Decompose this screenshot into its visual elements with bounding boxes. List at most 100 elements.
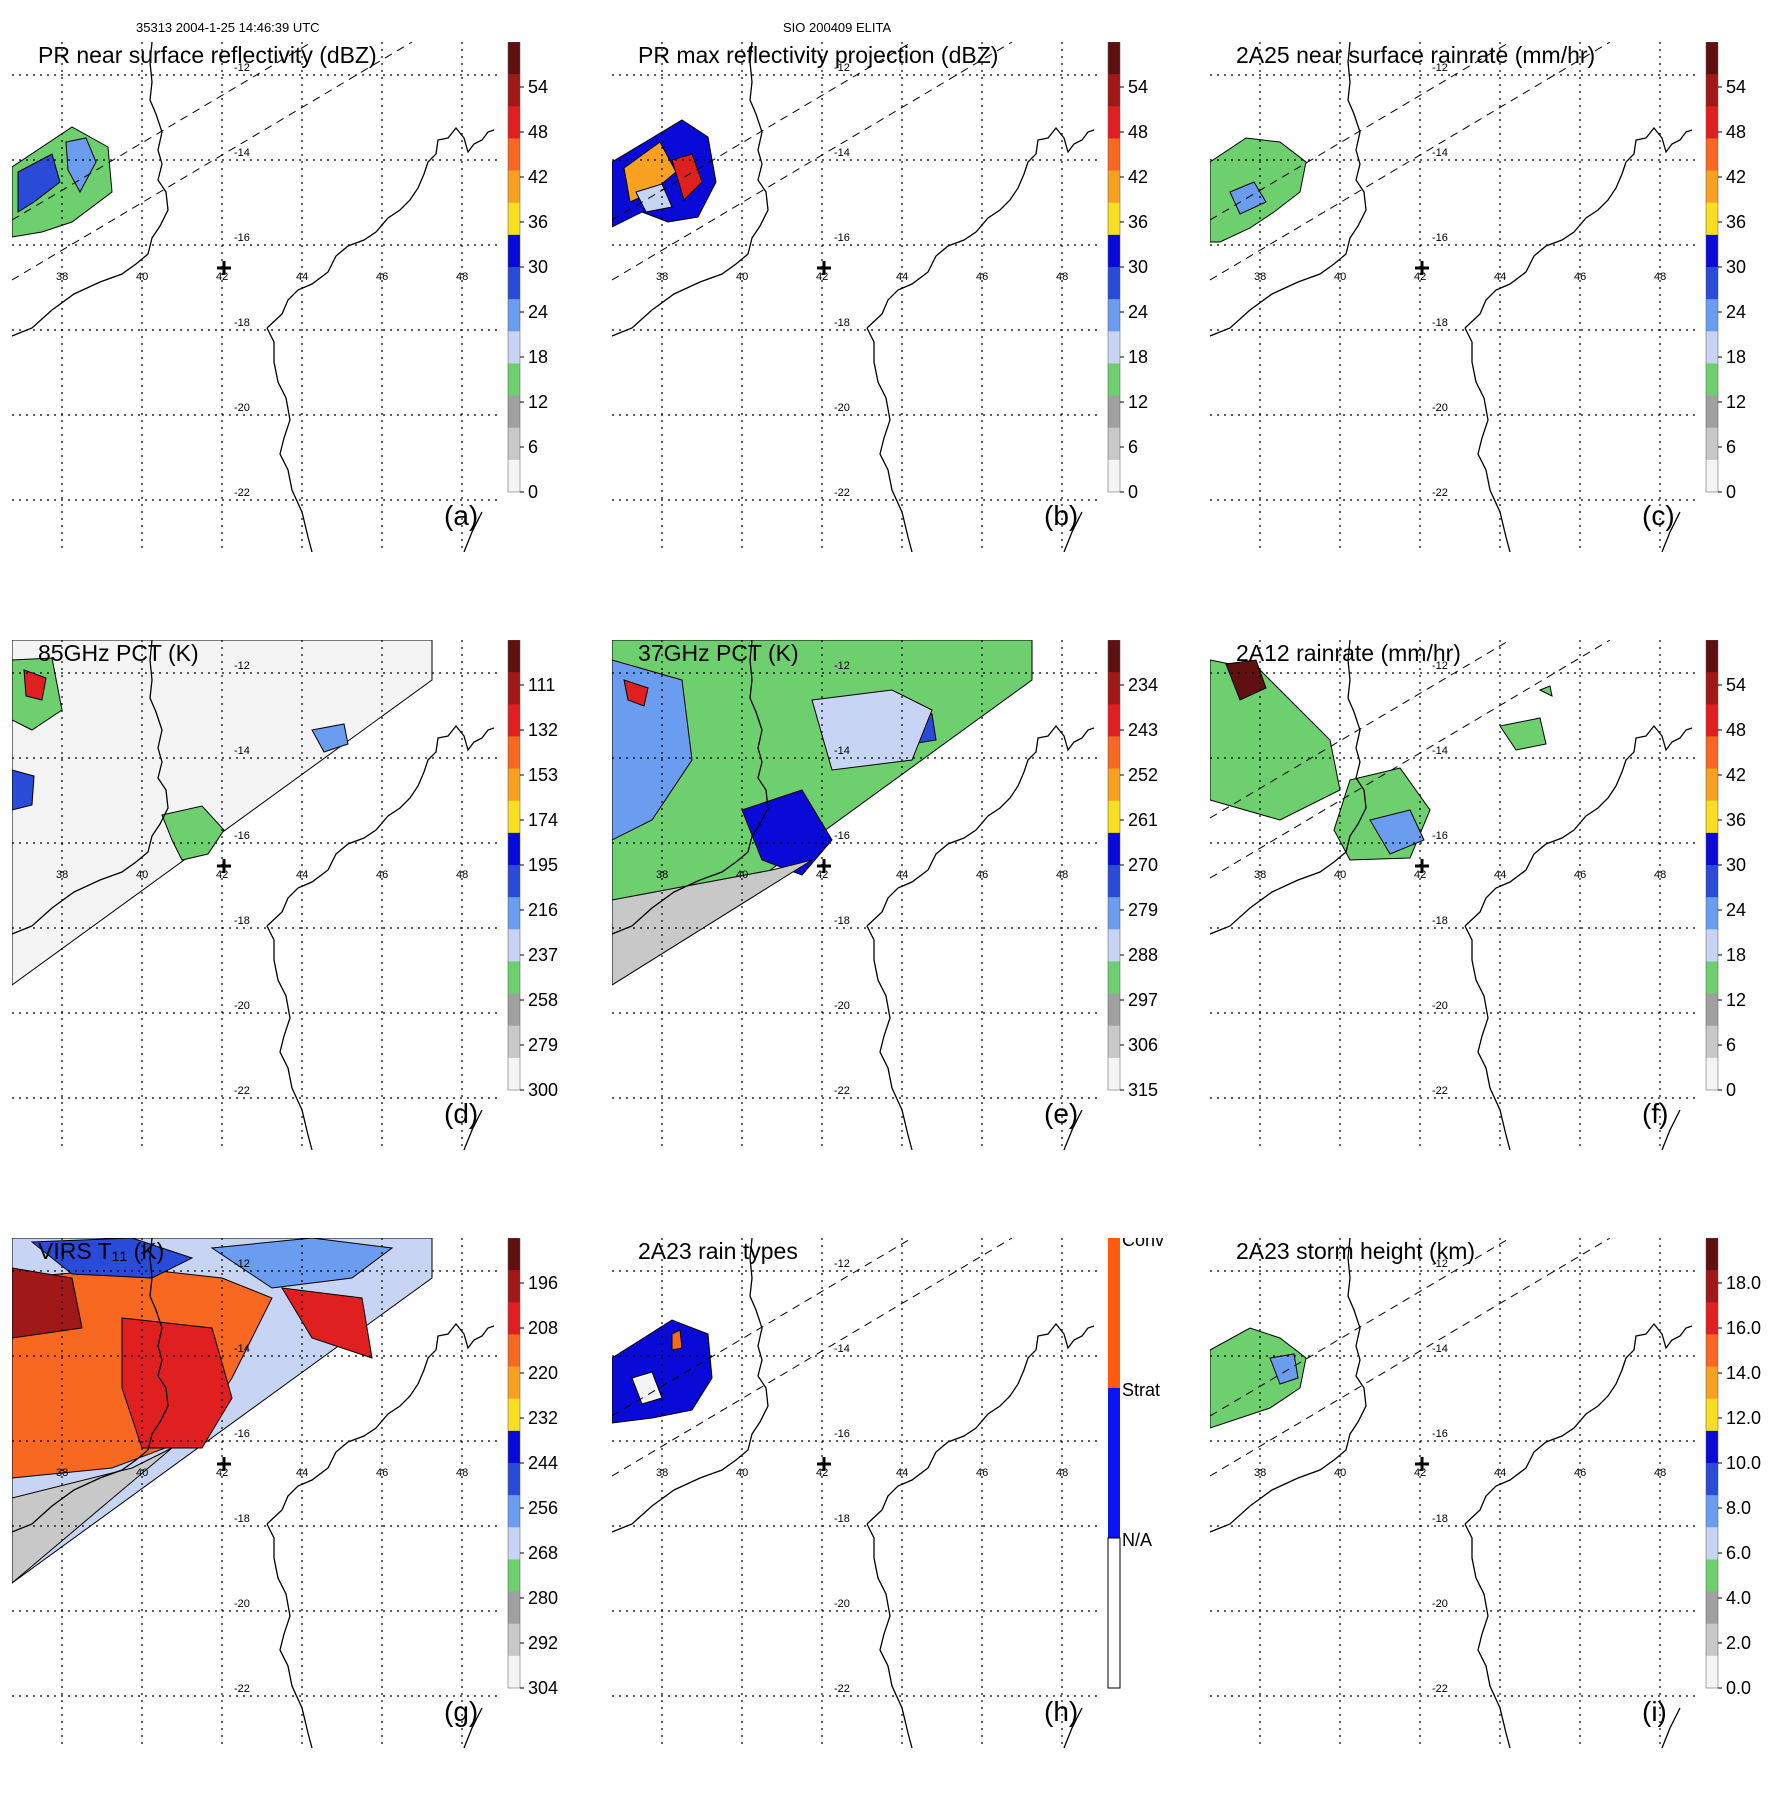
map-canvas: 38 40 42 44 46 48 -12 -14 -16 -18 -20 -22 — [1210, 42, 1700, 552]
lon-label: 44 — [296, 869, 308, 881]
colorbar-tick: 268 — [528, 1543, 558, 1563]
colorbar-segment — [1706, 1559, 1718, 1593]
colorbar-tick: 6 — [1726, 1035, 1736, 1055]
colorbar-segment — [1108, 267, 1120, 300]
lon-label: 38 — [656, 869, 668, 881]
lon-label: 44 — [296, 1467, 308, 1479]
colorbar-segment — [508, 363, 520, 397]
colorbar-segment — [1108, 170, 1120, 204]
colorbar-segment — [508, 1270, 520, 1303]
lat-label: -14 — [1432, 1343, 1448, 1355]
lon-label: 42 — [816, 869, 828, 881]
panel-label: (g) — [444, 1696, 479, 1727]
colorbar-segment — [1108, 832, 1120, 866]
colorbar-segment — [508, 1025, 520, 1059]
colorbar-segment — [1108, 704, 1120, 737]
lat-label: -18 — [234, 1513, 250, 1525]
colorbar-tick: 4.0 — [1726, 1588, 1751, 1608]
colorbar-segment — [508, 202, 520, 236]
colorbar: Conv Strat N/A — [1107, 1238, 1164, 1689]
data-region — [1210, 1327, 1307, 1429]
coastline — [463, 511, 483, 552]
colorbar-segment — [1706, 363, 1718, 397]
data-region — [210, 1238, 394, 1289]
panel-title: 2A23 rain types — [638, 1238, 798, 1264]
colorbar-segment — [1108, 672, 1120, 705]
colorbar-segment — [508, 672, 520, 705]
lon-label: 40 — [1334, 271, 1346, 283]
colorbar: 234 243 252 261 270 279 288 297 306 315 — [1107, 640, 1158, 1100]
lon-label: 40 — [136, 1467, 148, 1479]
colorbar-tick: 12 — [1128, 392, 1148, 412]
colorbar-tick: 261 — [1128, 810, 1158, 830]
colorbar-segment — [508, 1623, 520, 1657]
swath-edge — [1210, 1238, 1611, 1477]
colorbar-tick: 18.0 — [1726, 1273, 1761, 1293]
map-canvas: 38 40 42 44 46 48 -12 -14 -16 -18 -20 -22 — [12, 640, 502, 1150]
colorbar-segment — [508, 736, 520, 770]
colorbar-conv — [1108, 1238, 1120, 1388]
colorbar-tick: 0 — [528, 482, 538, 502]
colorbar-tick: 220 — [528, 1363, 558, 1383]
coastline — [866, 724, 1095, 927]
colorbar-tick: 6 — [1128, 437, 1138, 457]
colorbar-tick: 42 — [1128, 167, 1148, 187]
coastline — [12, 640, 169, 935]
colorbar-segment — [1706, 832, 1718, 866]
data-region — [671, 153, 703, 201]
panel-label: (b) — [1044, 500, 1079, 531]
swath-edge — [612, 42, 1013, 281]
coastline — [1063, 511, 1083, 552]
colorbar-segment — [1706, 897, 1718, 930]
storm-center-marker — [817, 1457, 831, 1471]
data-region — [1499, 717, 1547, 751]
colorbar-segment — [1706, 961, 1718, 995]
colorbar-tick: 18 — [1726, 945, 1746, 965]
colorbar-segment — [1108, 106, 1120, 139]
colorbar-segment — [1706, 267, 1718, 300]
coastline — [1210, 1238, 1367, 1533]
colorbar-tick: 36 — [528, 212, 548, 232]
colorbar-segment — [1108, 800, 1120, 834]
lat-label: -14 — [1432, 745, 1448, 757]
data-region — [623, 679, 649, 707]
coastline — [612, 42, 769, 337]
lat-label: -18 — [1432, 915, 1448, 927]
colorbar-segment — [1108, 1025, 1120, 1059]
coastline — [12, 42, 169, 337]
coastline — [866, 126, 1095, 329]
colorbar-tick: 36 — [1726, 212, 1746, 232]
map-canvas: 38 40 42 44 46 48 -12 -14 -16 -18 -20 -22 — [12, 42, 502, 552]
lon-label: 38 — [56, 869, 68, 881]
lon-label: 48 — [456, 271, 468, 283]
coastline — [1464, 1322, 1693, 1525]
panel-title: 2A12 rainrate (mm/hr) — [1236, 640, 1461, 666]
lon-label: 40 — [136, 271, 148, 283]
coastline — [463, 1707, 483, 1748]
lat-label: -16 — [1432, 1428, 1448, 1440]
colorbar-tick: 24 — [528, 302, 548, 322]
colorbar-segment — [1108, 74, 1120, 107]
colorbar-tick: 12 — [1726, 392, 1746, 412]
lon-label: 46 — [376, 271, 388, 283]
data-region — [17, 153, 61, 213]
colorbar-tick: 30 — [1726, 257, 1746, 277]
data-region — [12, 769, 35, 811]
lat-label: -16 — [234, 1428, 250, 1440]
lon-label: 46 — [376, 869, 388, 881]
lon-label: 46 — [1574, 271, 1586, 283]
storm-center-marker — [217, 261, 231, 275]
lat-label: -18 — [234, 317, 250, 329]
colorbar-segment — [1108, 234, 1120, 268]
colorbar-segment — [508, 106, 520, 139]
colorbar-segment — [508, 1398, 520, 1432]
lon-label: 48 — [1654, 1467, 1666, 1479]
colorbar-tick: 0 — [1726, 1080, 1736, 1100]
lat-label: -14 — [834, 147, 850, 159]
coastline — [12, 1238, 169, 1533]
colorbar-segment — [1108, 331, 1120, 364]
coastline — [1661, 511, 1681, 552]
colorbar-tick: 304 — [528, 1678, 558, 1698]
colorbar-segment — [1706, 459, 1718, 493]
colorbar-tick: 292 — [528, 1633, 558, 1653]
